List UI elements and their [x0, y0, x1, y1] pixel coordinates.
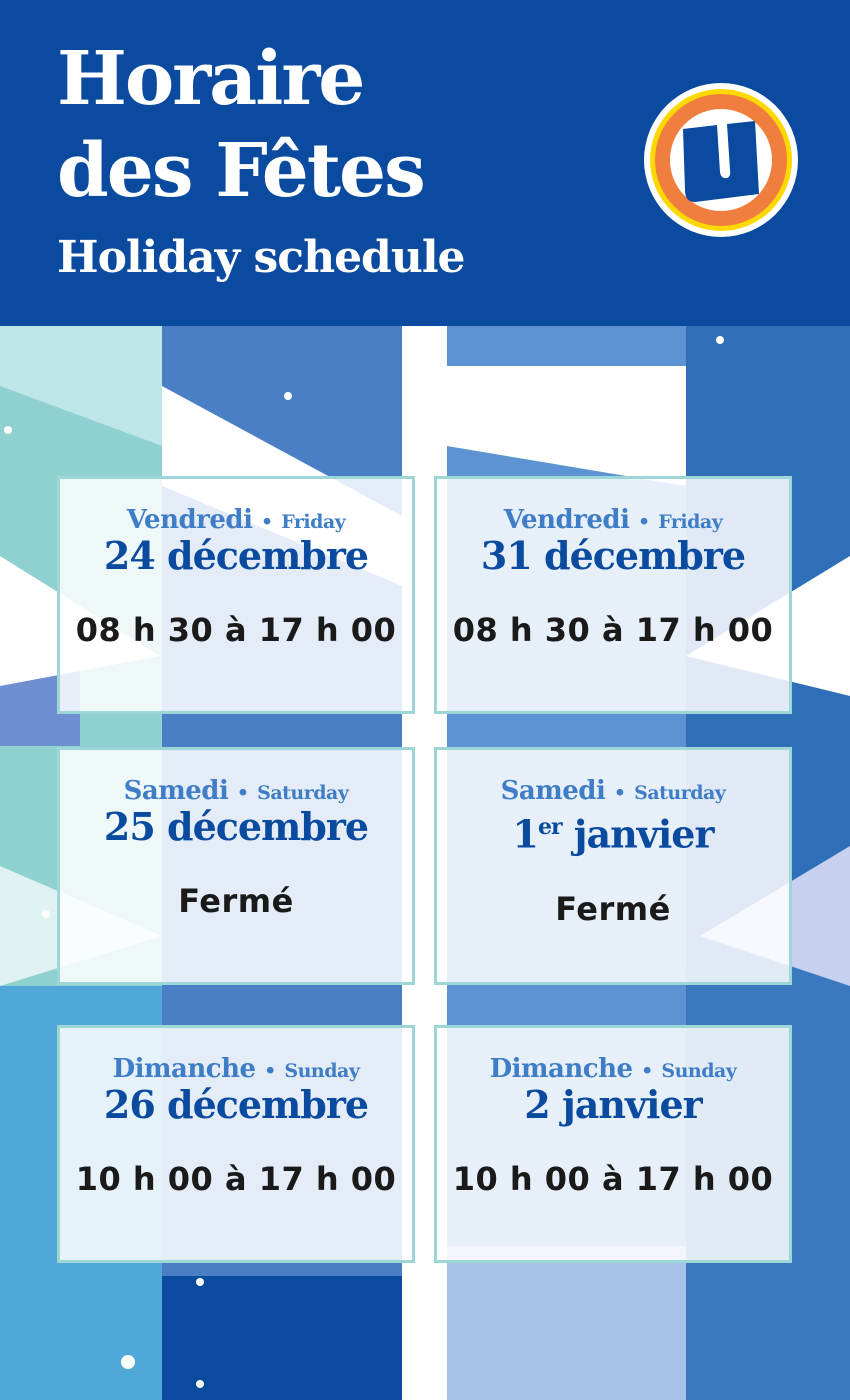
- schedule-card: Samedi • Saturday 25 décembre Fermé: [57, 747, 415, 985]
- header: Horaire des Fêtes Holiday schedule: [0, 0, 850, 326]
- store-logo-icon: [644, 83, 798, 237]
- separator: •: [261, 511, 273, 533]
- separator: •: [236, 782, 249, 804]
- schedule-card: Dimanche • Sunday 26 décembre 10 h 00 à …: [57, 1025, 415, 1263]
- day-en: Saturday: [634, 782, 726, 804]
- hours: 08 h 30 à 17 h 00: [452, 611, 774, 649]
- hours: Fermé: [178, 882, 294, 920]
- date: 25 décembre: [103, 804, 369, 849]
- day-fr: Vendredi: [126, 505, 253, 535]
- hours: 08 h 30 à 17 h 00: [75, 611, 397, 649]
- schedule-card: Dimanche • Sunday 2 janvier 10 h 00 à 17…: [434, 1025, 792, 1263]
- hours: 10 h 00 à 17 h 00: [452, 1160, 774, 1198]
- separator: •: [613, 782, 626, 804]
- day-en: Friday: [658, 511, 723, 533]
- separator: •: [641, 1060, 653, 1082]
- day-en: Sunday: [661, 1060, 737, 1082]
- day-fr: Samedi: [500, 776, 606, 806]
- separator: •: [638, 511, 650, 533]
- hours: 10 h 00 à 17 h 00: [75, 1160, 397, 1198]
- date: 1er janvier: [437, 806, 789, 856]
- schedule-card: Vendredi • Friday 31 décembre 08 h 30 à …: [434, 476, 792, 714]
- title-line-1: Horaire: [57, 36, 365, 122]
- date: 31 décembre: [480, 533, 746, 578]
- subtitle: Holiday schedule: [57, 232, 466, 283]
- date: 26 décembre: [103, 1082, 369, 1127]
- day-fr: Dimanche: [489, 1054, 633, 1084]
- date-ordinal: er: [537, 814, 563, 840]
- title-line-2: des Fêtes: [57, 128, 426, 214]
- date: 2 janvier: [524, 1082, 702, 1127]
- date-number: 1: [512, 811, 539, 857]
- separator: •: [264, 1060, 276, 1082]
- day-en: Saturday: [257, 782, 349, 804]
- day-fr: Samedi: [123, 776, 229, 806]
- day-fr: Dimanche: [112, 1054, 256, 1084]
- date: 24 décembre: [103, 533, 369, 578]
- day-fr: Vendredi: [503, 505, 630, 535]
- day-en: Sunday: [284, 1060, 360, 1082]
- hours: Fermé: [555, 889, 671, 928]
- schedule-card: Samedi • Saturday 1er janvier Fermé: [434, 747, 792, 985]
- schedule-card: Vendredi • Friday 24 décembre 08 h 30 à …: [57, 476, 415, 714]
- day-en: Friday: [281, 511, 346, 533]
- date-month: janvier: [561, 811, 715, 857]
